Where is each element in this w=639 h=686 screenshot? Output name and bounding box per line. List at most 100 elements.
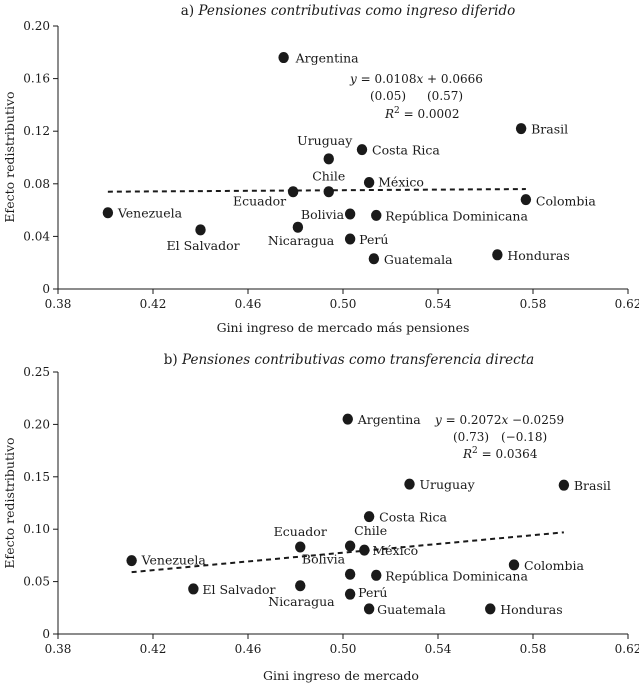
standard-error-slope: (0.05) — [370, 89, 406, 103]
point-label-peru: Perú — [358, 585, 387, 600]
point-guatemala — [363, 603, 375, 615]
y-axis-title: Efecto redistributivo — [2, 91, 17, 222]
point-label-uruguay: Uruguay — [297, 133, 353, 148]
x-tick-label: 0.46 — [235, 642, 262, 656]
x-axis-title: Gini ingreso de mercado más pensiones — [217, 320, 470, 335]
point-label-argentina: Argentina — [357, 412, 422, 427]
panel-b: b) Pensiones contributivas como transfer… — [2, 352, 639, 683]
point-republica-dominicana — [371, 569, 382, 581]
x-tick-label: 0.42 — [140, 297, 167, 311]
y-tick-label: 0.10 — [23, 522, 50, 536]
point-label-venezuela: Venezuela — [141, 553, 207, 568]
point-nicaragua — [295, 580, 306, 592]
panel-title-prefix: a) — [181, 3, 194, 19]
point-honduras — [485, 603, 496, 615]
y-tick-label: 0.04 — [23, 229, 50, 243]
point-bolivia — [344, 208, 356, 220]
equation-intercept: + 0.0666 — [423, 72, 483, 86]
point-label-honduras: Honduras — [507, 248, 569, 263]
y-tick-label: 0.05 — [23, 575, 50, 589]
regression-equation: y = 0.2072x −0.0259 — [434, 413, 564, 427]
r-squared-exponent: 2 — [472, 446, 478, 456]
point-chile — [344, 540, 356, 552]
y-tick-label: 0 — [42, 627, 50, 641]
point-label-mexico: México — [378, 174, 424, 189]
panel-title-prefix: b) — [164, 352, 178, 368]
y-tick-label: 0.20 — [23, 19, 50, 33]
x-tick-label: 0.38 — [45, 297, 72, 311]
point-republica-dominicana — [371, 209, 382, 221]
point-label-costa-rica: Costa Rica — [372, 143, 440, 158]
point-guatemala — [368, 253, 380, 265]
point-label-brasil: Brasil — [531, 122, 568, 137]
y-tick-label: 0.20 — [23, 417, 50, 431]
point-label-argentina: Argentina — [295, 51, 360, 66]
point-colombia — [508, 559, 520, 571]
point-label-bolivia: Bolivia — [302, 551, 346, 566]
point-brasil — [558, 479, 570, 491]
point-label-el-salvador: El Salvador — [167, 238, 240, 253]
point-label-costa-rica: Costa Rica — [379, 510, 447, 525]
point-argentina — [278, 52, 289, 64]
x-tick-label: 0.62 — [615, 297, 639, 311]
equation-x: x — [416, 72, 423, 86]
point-label-colombia: Colombia — [524, 558, 584, 573]
r-squared-value: = 0.0002 — [400, 107, 460, 121]
y-axis-title: Efecto redistributivo — [2, 437, 17, 568]
point-mexico — [359, 544, 370, 556]
equation-coef: = 0.0108 — [357, 72, 417, 86]
y-tick-label: 0.15 — [23, 470, 50, 484]
r-squared-r: R — [384, 107, 394, 121]
point-label-el-salvador: El Salvador — [202, 582, 275, 597]
point-label-guatemala: Guatemala — [377, 602, 446, 617]
x-tick-label: 0.58 — [520, 642, 547, 656]
x-tick-label: 0.42 — [140, 642, 167, 656]
point-uruguay — [404, 478, 415, 490]
panel-title-text: Pensiones contributivas como ingreso dif… — [197, 3, 515, 19]
x-tick-label: 0.58 — [520, 297, 547, 311]
y-tick-label: 0.16 — [23, 72, 50, 86]
trend-line — [131, 531, 564, 574]
point-honduras — [492, 249, 503, 261]
x-tick-label: 0.50 — [330, 642, 357, 656]
point-mexico — [363, 176, 375, 188]
y-tick-label: 0 — [42, 282, 50, 296]
point-uruguay — [323, 153, 334, 165]
x-tick-label: 0.46 — [235, 297, 262, 311]
point-argentina — [342, 413, 353, 425]
point-label-brasil: Brasil — [574, 478, 611, 493]
point-label-uruguay: Uruguay — [420, 477, 476, 492]
equation-x: x — [501, 413, 508, 427]
r-squared-r: R — [462, 447, 472, 461]
y-tick-label: 0.08 — [23, 177, 50, 191]
panel-title: b) Pensiones contributivas como transfer… — [164, 352, 534, 368]
point-bolivia — [344, 568, 356, 580]
panel-title: a) Pensiones contributivas como ingreso … — [181, 3, 515, 19]
point-costa-rica — [363, 511, 375, 523]
point-ecuador — [287, 186, 299, 198]
point-label-republica-dominicana: República Dominicana — [385, 568, 528, 583]
panel-title-text: Pensiones contributivas como transferenc… — [181, 352, 534, 368]
r-squared: R2 = 0.0002 — [384, 106, 459, 121]
point-label-honduras: Honduras — [500, 602, 562, 617]
point-el-salvador — [188, 583, 199, 595]
standard-error-intercept: (−0.18) — [501, 430, 547, 444]
y-tick-label: 0.25 — [23, 365, 50, 379]
x-tick-label: 0.62 — [615, 642, 639, 656]
point-label-republica-dominicana: República Dominicana — [385, 208, 528, 223]
point-chile — [323, 186, 334, 198]
point-costa-rica — [356, 144, 368, 156]
point-ecuador — [295, 541, 306, 553]
point-venezuela — [126, 555, 137, 567]
regression-equation: y = 0.0108x + 0.0666 — [349, 72, 483, 86]
standard-error-intercept: (0.57) — [427, 89, 463, 103]
point-peru — [344, 588, 356, 600]
equation-y: y — [434, 413, 442, 427]
point-peru — [344, 233, 356, 245]
standard-error-slope: (0.73) — [453, 430, 489, 444]
equation-y: y — [349, 72, 357, 86]
x-tick-label: 0.54 — [425, 642, 452, 656]
point-label-ecuador: Ecuador — [233, 194, 286, 209]
point-brasil — [515, 123, 527, 135]
point-venezuela — [102, 207, 114, 219]
